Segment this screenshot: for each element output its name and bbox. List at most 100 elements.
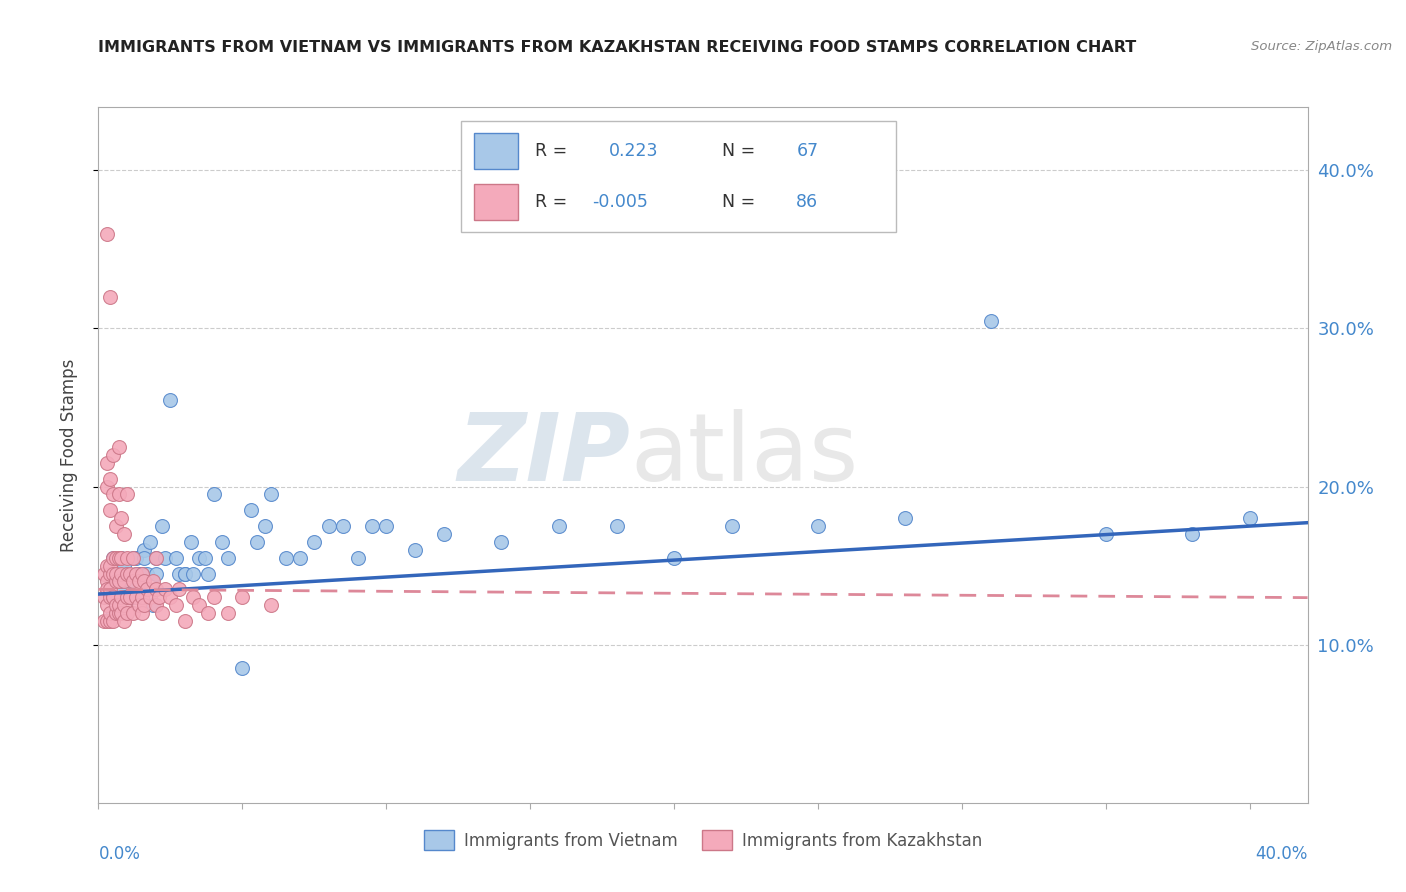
Point xyxy=(1181,527,1204,541)
Point xyxy=(107,582,129,597)
Point xyxy=(131,606,153,620)
Point xyxy=(101,591,124,605)
Point xyxy=(125,566,148,581)
Point xyxy=(98,606,121,620)
Point xyxy=(375,519,398,533)
Point xyxy=(115,566,138,581)
Point xyxy=(606,519,628,533)
Point xyxy=(104,566,127,581)
Point xyxy=(980,313,1002,327)
Point xyxy=(807,519,830,533)
Point xyxy=(194,550,217,565)
Point xyxy=(104,598,127,612)
Point xyxy=(98,558,121,573)
Point xyxy=(548,519,571,533)
Point xyxy=(139,534,162,549)
Point xyxy=(101,606,124,620)
Point xyxy=(115,591,138,605)
Point xyxy=(211,534,233,549)
Text: atlas: atlas xyxy=(630,409,859,501)
Point xyxy=(110,606,132,620)
Point xyxy=(104,606,127,620)
Point xyxy=(197,606,219,620)
Y-axis label: Receiving Food Stamps: Receiving Food Stamps xyxy=(59,359,77,551)
Point xyxy=(893,511,915,525)
Point xyxy=(188,550,211,565)
Point xyxy=(112,558,135,573)
Point xyxy=(202,487,225,501)
Point xyxy=(139,591,162,605)
Point xyxy=(128,598,150,612)
Point xyxy=(122,550,145,565)
Point xyxy=(260,487,283,501)
Point xyxy=(101,448,124,462)
Point xyxy=(165,598,187,612)
Point xyxy=(202,591,225,605)
Point xyxy=(110,574,132,589)
Point xyxy=(115,550,138,565)
Point xyxy=(96,574,118,589)
Point xyxy=(104,550,127,565)
Point xyxy=(260,598,283,612)
Text: IMMIGRANTS FROM VIETNAM VS IMMIGRANTS FROM KAZAKHSTAN RECEIVING FOOD STAMPS CORR: IMMIGRANTS FROM VIETNAM VS IMMIGRANTS FR… xyxy=(98,40,1136,55)
Point xyxy=(332,519,354,533)
Point xyxy=(112,614,135,628)
Point xyxy=(98,614,121,628)
Point xyxy=(361,519,384,533)
Point xyxy=(110,511,132,525)
Point xyxy=(115,566,138,581)
Point xyxy=(110,550,132,565)
Point xyxy=(217,550,239,565)
Point xyxy=(288,550,311,565)
Point xyxy=(167,582,190,597)
Point xyxy=(180,534,202,549)
Point xyxy=(231,591,253,605)
Text: ZIP: ZIP xyxy=(457,409,630,501)
Point xyxy=(101,566,124,581)
Point xyxy=(404,542,426,557)
Point xyxy=(98,472,121,486)
Point xyxy=(491,534,513,549)
Point xyxy=(145,550,167,565)
Point xyxy=(145,550,167,565)
Point xyxy=(112,527,135,541)
Point xyxy=(112,598,135,612)
Point xyxy=(136,582,159,597)
Point xyxy=(107,606,129,620)
Point xyxy=(112,591,135,605)
Point xyxy=(96,227,118,241)
Point xyxy=(107,440,129,454)
Point xyxy=(318,519,340,533)
Point xyxy=(115,487,138,501)
Point xyxy=(120,566,142,581)
Point xyxy=(183,566,205,581)
Point xyxy=(96,598,118,612)
Point xyxy=(125,591,148,605)
Point xyxy=(159,392,181,407)
Point xyxy=(274,550,297,565)
Point xyxy=(131,566,153,581)
Point xyxy=(96,614,118,628)
Point xyxy=(96,558,118,573)
Point xyxy=(1095,527,1118,541)
Point xyxy=(173,614,195,628)
Point xyxy=(115,606,138,620)
Point xyxy=(112,574,135,589)
Point xyxy=(173,566,195,581)
Point xyxy=(93,566,115,581)
Point xyxy=(167,566,190,581)
Point xyxy=(134,574,156,589)
Point xyxy=(101,487,124,501)
Point xyxy=(120,591,142,605)
Point xyxy=(134,550,156,565)
Point xyxy=(96,479,118,493)
Point xyxy=(145,598,167,612)
Point xyxy=(96,582,118,597)
Point xyxy=(254,519,277,533)
Point xyxy=(188,598,211,612)
Point xyxy=(145,582,167,597)
Point xyxy=(104,574,127,589)
Point xyxy=(120,574,142,589)
Point xyxy=(101,550,124,565)
Point xyxy=(104,519,127,533)
